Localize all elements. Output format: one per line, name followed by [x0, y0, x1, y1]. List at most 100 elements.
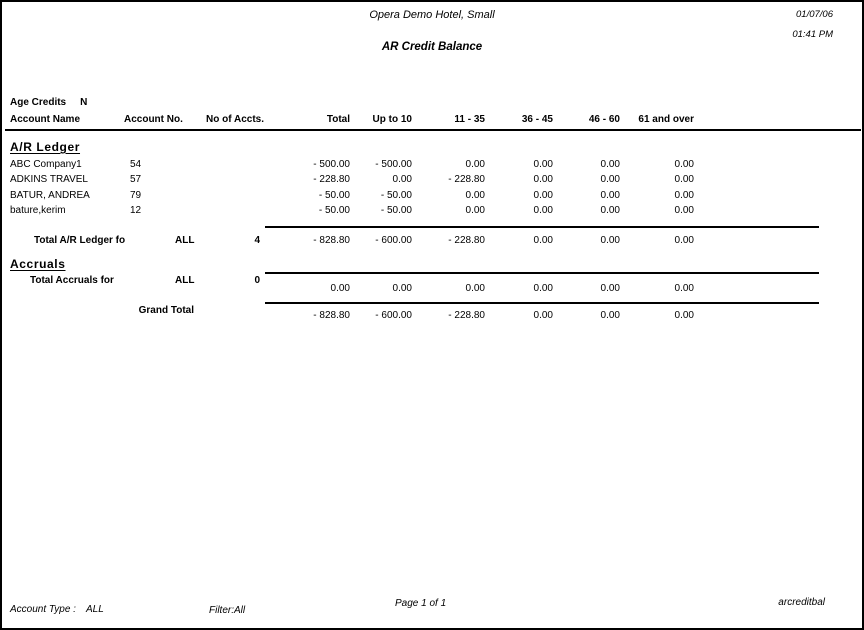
cell-total: - 228.80	[313, 174, 350, 185]
spacer	[188, 283, 264, 295]
cell-36-45: 0.00	[533, 310, 553, 321]
total-scope: ALL	[175, 235, 195, 246]
cell-up-to-10: - 500.00	[375, 159, 412, 170]
section-title-accruals: Accruals	[10, 257, 66, 271]
col-header-46-60: 46 - 60	[588, 114, 620, 125]
cell-11-35: 0.00	[465, 159, 485, 170]
spacer	[124, 283, 188, 295]
cell-36-45: 0.00	[533, 205, 553, 216]
cell-61-and-over: 0.00	[674, 283, 694, 294]
cell-46-60: 0.00	[600, 174, 620, 185]
footer-account-type-label: Account Type :	[10, 604, 76, 615]
total-scope: ALL	[175, 275, 195, 286]
total-label: Total Accruals for	[30, 275, 114, 286]
spacer	[188, 310, 264, 322]
spacer	[10, 310, 124, 322]
account-name: ABC Company1	[10, 159, 82, 170]
header-rule	[5, 129, 861, 131]
grand-total-values-row: - 828.80 - 600.00 - 228.80 0.00 0.00 0.0…	[10, 310, 694, 322]
col-header-11-35: 11 - 35	[454, 114, 485, 125]
col-header-no-of-accts: No of Accts.	[206, 114, 264, 125]
cell-total: 0.00	[330, 283, 350, 294]
cell-61-and-over: 0.00	[674, 205, 694, 216]
account-name: bature,kerim	[10, 205, 66, 216]
grand-total-label-row: Grand Total	[10, 305, 694, 317]
total-label: Total A/R Ledger fo	[34, 235, 126, 246]
cell-up-to-10: - 600.00	[375, 310, 412, 321]
cell-11-35: 0.00	[465, 283, 485, 294]
col-header-total: Total	[326, 114, 350, 125]
accruals-total-label-row: Total Accruals for ALL 0	[10, 275, 694, 287]
account-no: 79	[130, 190, 142, 201]
report-time: 01:41 PM	[792, 29, 833, 40]
table-row: bature,kerim 12 - 50.00 - 50.00 0.00 0.0…	[10, 205, 694, 217]
spacer	[10, 283, 124, 295]
age-credits-label: Age Credits	[10, 97, 67, 108]
cell-total: - 50.00	[318, 205, 350, 216]
cell-46-60: 0.00	[600, 190, 620, 201]
cell-61-and-over: 0.00	[674, 235, 694, 246]
account-no: 12	[130, 205, 142, 216]
cell-total: - 50.00	[318, 190, 350, 201]
cell-61-and-over: 0.00	[674, 174, 694, 185]
spacer	[124, 310, 188, 322]
cell-36-45: 0.00	[533, 190, 553, 201]
cell-46-60: 0.00	[600, 283, 620, 294]
table-row: ABC Company1 54 - 500.00 - 500.00 0.00 0…	[10, 159, 694, 171]
cell-up-to-10: 0.00	[392, 174, 412, 185]
cell-11-35: 0.00	[465, 190, 485, 201]
cell-total: - 828.80	[313, 310, 350, 321]
age-credits: Age Credits N	[10, 97, 87, 108]
cell-61-and-over: 0.00	[674, 190, 694, 201]
table-row: ADKINS TRAVEL 57 - 228.80 0.00 - 228.80 …	[10, 174, 694, 186]
col-header-61-and-over: 61 and over	[638, 114, 694, 125]
spacer	[188, 174, 264, 186]
col-header-account-name: Account Name	[10, 114, 81, 125]
cell-11-35: 0.00	[465, 205, 485, 216]
grand-total-rule	[265, 302, 819, 304]
cell-up-to-10: - 50.00	[380, 205, 412, 216]
cell-total: - 828.80	[313, 235, 350, 246]
cell-36-45: 0.00	[533, 235, 553, 246]
cell-11-35: - 228.80	[448, 310, 485, 321]
report-date: 01/07/06	[796, 9, 833, 20]
footer-account-type: Account Type : ALL	[10, 604, 104, 615]
col-header-account-no: Account No.	[124, 114, 183, 125]
section-title-ar-ledger: A/R Ledger	[10, 140, 81, 154]
cell-11-35: - 228.80	[448, 235, 485, 246]
column-header-row: Account Name Account No. No of Accts. To…	[10, 114, 694, 126]
account-no: 54	[130, 159, 142, 170]
account-name: BATUR, ANDREA	[10, 190, 90, 201]
footer-filter: Filter:All	[209, 605, 246, 616]
cell-61-and-over: 0.00	[674, 159, 694, 170]
total-count: 0	[254, 275, 260, 286]
footer-page-number: Page 1 of 1	[395, 598, 447, 609]
accruals-total-values-row: 0.00 0.00 0.00 0.00 0.00 0.00	[10, 283, 694, 295]
cell-46-60: 0.00	[600, 159, 620, 170]
total-count: 4	[254, 235, 260, 246]
account-name: ADKINS TRAVEL	[10, 174, 88, 185]
report-title: AR Credit Balance	[381, 41, 483, 53]
footer-account-type-value: ALL	[85, 604, 104, 615]
cell-46-60: 0.00	[600, 205, 620, 216]
ar-total-rule	[265, 226, 819, 228]
col-header-36-45: 36 - 45	[521, 114, 553, 125]
cell-61-and-over: 0.00	[674, 310, 694, 321]
accruals-total-rule	[265, 272, 819, 274]
cell-up-to-10: 0.00	[392, 283, 412, 294]
age-credits-value: N	[80, 97, 88, 108]
ar-ledger-total-row: Total A/R Ledger fo ALL 4 - 828.80 - 600…	[10, 235, 694, 247]
cell-total: - 500.00	[313, 159, 350, 170]
spacer	[188, 159, 264, 171]
cell-up-to-10: - 600.00	[375, 235, 412, 246]
col-header-up-to-10: Up to 10	[372, 114, 412, 125]
table-row: BATUR, ANDREA 79 - 50.00 - 50.00 0.00 0.…	[10, 190, 694, 202]
spacer	[188, 205, 264, 217]
cell-36-45: 0.00	[533, 283, 553, 294]
cell-46-60: 0.00	[600, 310, 620, 321]
cell-up-to-10: - 50.00	[380, 190, 412, 201]
cell-36-45: 0.00	[533, 159, 553, 170]
cell-36-45: 0.00	[533, 174, 553, 185]
grand-total-label: Grand Total	[138, 305, 194, 316]
